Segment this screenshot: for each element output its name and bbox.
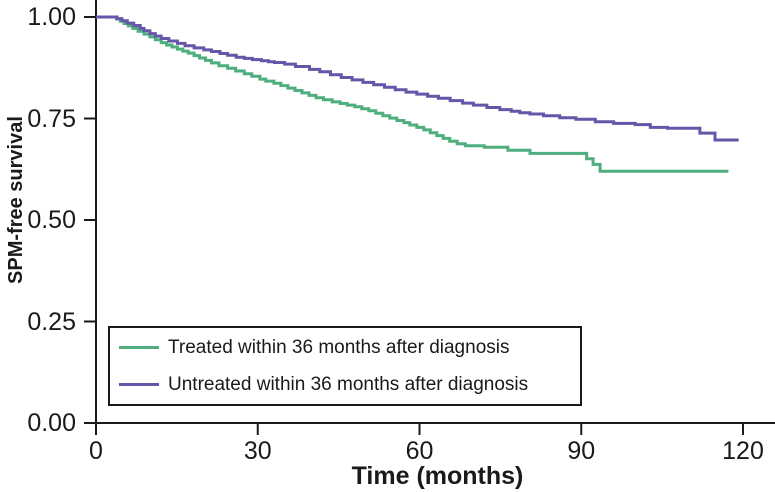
treated-line-swatch-icon xyxy=(119,346,159,349)
y-tick-label-1.00: 1.00 xyxy=(27,3,76,31)
y-tick-label-0.75: 0.75 xyxy=(27,104,76,133)
x-tick-label-30: 30 xyxy=(243,437,272,465)
survival-curve-untreated xyxy=(96,15,739,142)
legend-label-treated: Treated within 36 months after diagnosis xyxy=(168,336,510,358)
y-tick-label-0.25: 0.25 xyxy=(27,307,76,336)
y-tick-label-0.00: 0.00 xyxy=(27,409,76,437)
untreated-line-swatch-icon xyxy=(119,383,159,386)
x-tick-label-90: 90 xyxy=(567,437,596,465)
survival-curve-treated xyxy=(96,15,729,173)
y-tick-label-0.50: 0.50 xyxy=(27,206,76,234)
legend: Treated within 36 months after diagnosis… xyxy=(108,326,582,406)
x-tick-label-120: 120 xyxy=(722,437,764,465)
x-axis-title: Time (months) xyxy=(351,462,524,490)
x-tick-label-60: 60 xyxy=(405,437,434,465)
legend-label-untreated: Untreated within 36 months after diagnos… xyxy=(168,373,529,395)
x-tick-label-0: 0 xyxy=(89,437,103,465)
legend-item-untreated: Untreated within 36 months after diagnos… xyxy=(110,369,580,401)
legend-item-treated: Treated within 36 months after diagnosis xyxy=(110,332,580,364)
